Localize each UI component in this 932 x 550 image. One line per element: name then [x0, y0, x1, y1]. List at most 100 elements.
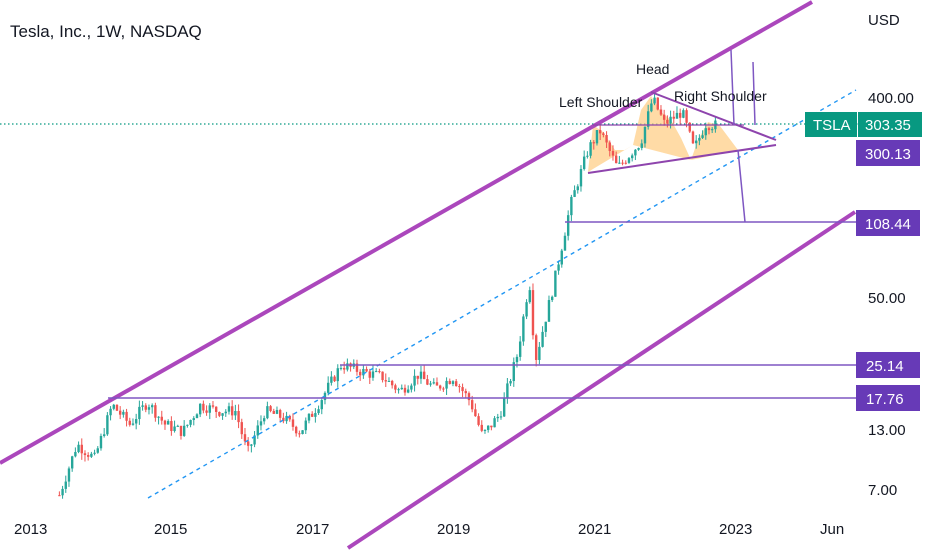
price-bar-body: [166, 421, 170, 425]
price-bar-body: [416, 375, 419, 379]
price-bar-body: [128, 420, 131, 425]
price-bar-body: [227, 406, 231, 412]
level-tag-25-text: 25.14: [866, 358, 904, 375]
price-bar-body: [61, 488, 64, 496]
x-tick-2021: 2021: [578, 521, 611, 538]
price-bar-body: [118, 410, 122, 415]
channel-upper-line: [0, 0, 813, 465]
price-bar-body: [64, 481, 67, 489]
price-bar-body: [582, 156, 586, 170]
price-bar-body: [432, 382, 435, 384]
price-bar-body: [618, 162, 621, 164]
price-bar-body: [173, 426, 176, 432]
price-bar-body: [662, 114, 666, 120]
price-bar-body: [419, 371, 423, 379]
price-bar-body: [707, 128, 711, 131]
x-tick-2013: 2013: [14, 521, 47, 538]
price-bar-body: [339, 367, 343, 369]
price-bar-body: [256, 425, 259, 436]
price-bar-body: [186, 424, 189, 426]
price-bar-body: [528, 290, 531, 303]
price-bar-body: [614, 155, 618, 164]
price-bar-body: [115, 404, 119, 411]
price-bar-body: [147, 407, 151, 410]
price-bar-body: [646, 111, 650, 127]
price-bar-body: [253, 435, 256, 445]
price-bar-body: [592, 142, 595, 144]
triangle-lower-line: [587, 144, 777, 174]
price-bar-body: [189, 420, 192, 425]
price-bar-body: [544, 321, 547, 332]
price-bar-body: [365, 369, 368, 372]
price-bar-body: [602, 133, 605, 135]
price-bar-body: [179, 425, 183, 436]
price-bar-body: [525, 302, 528, 317]
price-bar-body: [211, 405, 215, 407]
dashed-trendline: [147, 89, 857, 499]
price-bar-body: [493, 418, 496, 428]
price-bar-body: [496, 416, 499, 419]
price-bar-body: [682, 110, 685, 118]
price-bar-body: [598, 130, 602, 134]
price-bar-body: [278, 410, 282, 418]
price-bar-body: [595, 130, 599, 144]
price-bar-body: [502, 397, 506, 417]
currency-label: USD: [868, 12, 900, 29]
price-bar-body: [317, 409, 320, 414]
price-bar-body: [483, 429, 487, 431]
price-bar-body: [429, 383, 432, 385]
price-bar-body: [157, 416, 160, 418]
triangle-upper-line: [650, 91, 777, 141]
price-bar-body: [163, 420, 167, 425]
price-bar-body: [74, 451, 77, 457]
price-bar-body: [86, 455, 90, 457]
price-bar-body: [538, 346, 541, 360]
price-bar-body: [205, 410, 208, 413]
price-bar-body: [701, 135, 704, 138]
level-tag-300-text: 300.13: [865, 146, 911, 163]
last-price-tag: [858, 112, 922, 137]
price-bar-body: [573, 190, 576, 197]
price-bar-body: [512, 362, 515, 382]
price-bar-body: [368, 371, 371, 378]
price-bar-body: [413, 375, 416, 386]
price-bar-body: [688, 122, 691, 132]
price-bar-body: [678, 112, 682, 118]
price-bar-body: [138, 406, 141, 420]
x-tick-2015: 2015: [154, 521, 187, 538]
price-bar-body: [640, 143, 643, 149]
price-bar-body: [659, 109, 663, 115]
price-bar-body: [605, 134, 608, 143]
price-bar-body: [685, 110, 688, 123]
price-bar-body: [304, 420, 307, 431]
price-bar-body: [358, 371, 362, 376]
price-bar-body: [557, 264, 560, 271]
price-bar-body: [192, 418, 195, 421]
price-bar-body: [198, 403, 202, 415]
price-bar-body: [154, 405, 157, 418]
price-bar-body: [589, 142, 592, 156]
price-bar-body: [698, 137, 701, 141]
price-bar-body: [518, 341, 522, 357]
price-bar-body: [336, 368, 339, 382]
price-bar-body: [320, 400, 323, 410]
price-bar-body: [627, 158, 631, 163]
price-bar-body: [406, 389, 410, 393]
y-tick-400: 400.00: [868, 90, 914, 107]
price-bar-body: [326, 382, 330, 393]
price-bar-body: [477, 416, 480, 425]
y-tick-50: 50.00: [868, 290, 906, 307]
price-bar-body: [374, 371, 378, 373]
annotation-head: Head: [636, 61, 669, 77]
price-bar-body: [259, 421, 263, 426]
price-bar-body: [230, 406, 234, 416]
price-bar-body: [266, 406, 269, 419]
price-bar-body: [490, 425, 493, 428]
price-bar-body: [83, 453, 87, 456]
price-bar-body: [378, 371, 381, 373]
price-bar-body: [77, 444, 80, 452]
price-bar-body: [624, 162, 627, 164]
price-bar-body: [570, 196, 573, 216]
x-tick-jun: Jun: [820, 521, 844, 538]
